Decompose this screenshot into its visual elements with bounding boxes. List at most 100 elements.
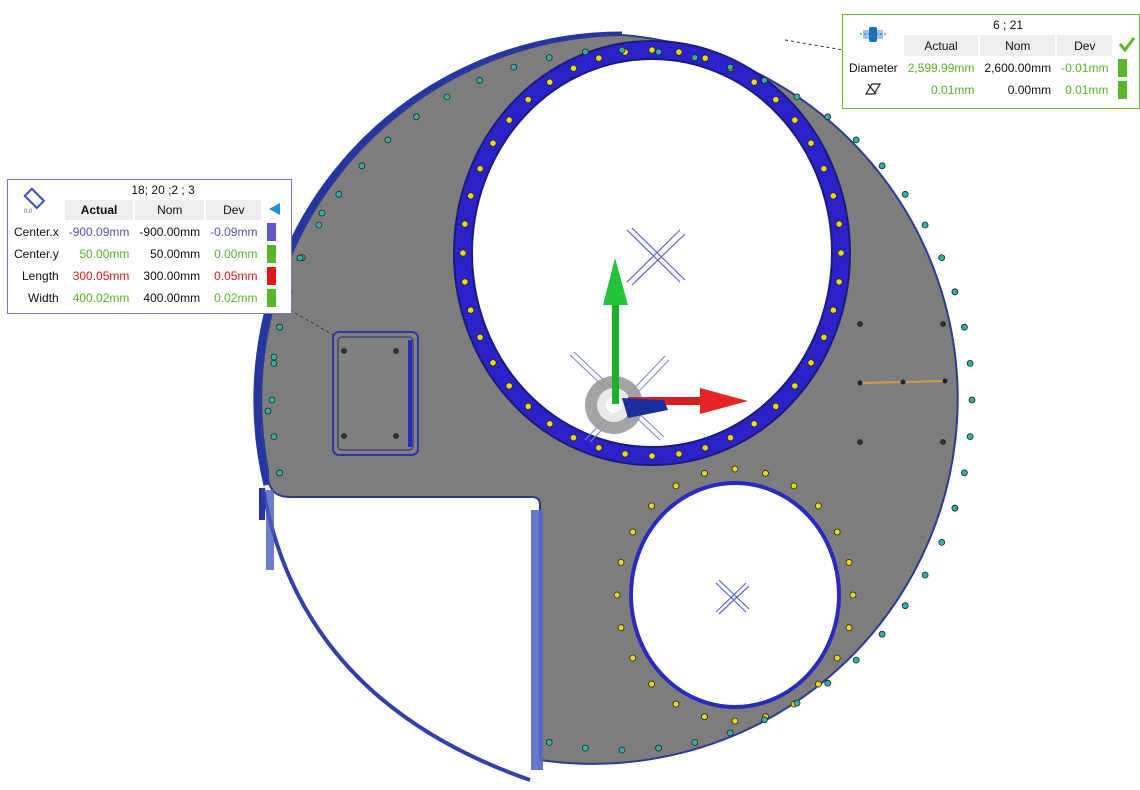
outer-pin bbox=[655, 744, 662, 752]
header-dev: Dev bbox=[1057, 35, 1113, 56]
outer-pin bbox=[270, 433, 278, 441]
row-label: Width bbox=[28, 291, 59, 305]
outer-pin bbox=[951, 504, 959, 512]
flange-bolt bbox=[750, 420, 758, 428]
outer-pin bbox=[966, 359, 974, 367]
status-swatch bbox=[1118, 81, 1128, 99]
actual-value: 50.00mm bbox=[79, 247, 130, 261]
rectangle-feature-id: 18; 20 ;2 ; 3 bbox=[131, 183, 195, 197]
small-bore-bolt bbox=[731, 717, 739, 725]
outer-pin bbox=[691, 739, 699, 746]
flange-bolt bbox=[524, 96, 532, 104]
axis-gizmo[interactable] bbox=[569, 258, 748, 443]
flange-bolt bbox=[829, 306, 837, 314]
flange-bolt bbox=[648, 452, 656, 460]
outer-pin bbox=[296, 254, 304, 262]
small-bore-bolt bbox=[790, 482, 798, 490]
flange-bolt bbox=[595, 444, 603, 452]
flange-bolt bbox=[772, 402, 780, 410]
outer-pin bbox=[824, 679, 832, 687]
flange-bolt bbox=[524, 402, 532, 410]
flange-bolt bbox=[772, 96, 780, 104]
nominal-value: 400.00mm bbox=[143, 291, 201, 305]
outer-pin bbox=[618, 746, 626, 754]
flange-bolt bbox=[467, 192, 475, 200]
collapse-triangle-icon[interactable] bbox=[263, 200, 285, 220]
small-bore-bolt bbox=[701, 713, 708, 721]
flange-bolt bbox=[461, 220, 469, 228]
flange-bolt bbox=[476, 333, 484, 341]
small-bore-bolt-circle bbox=[613, 465, 857, 725]
deviation-value: 0.00mm bbox=[214, 247, 258, 261]
flange-bolt bbox=[595, 54, 603, 62]
small-bore-bolt bbox=[845, 559, 853, 566]
flange-bolt bbox=[505, 382, 513, 390]
small-bore-bolt bbox=[701, 469, 708, 477]
outer-pin bbox=[618, 46, 626, 54]
deviation-value: 0.01mm bbox=[1065, 83, 1109, 97]
flange-bolt bbox=[820, 165, 828, 173]
outer-pin bbox=[384, 136, 392, 144]
small-bore-bolt bbox=[629, 528, 637, 536]
fixture-hole bbox=[857, 321, 863, 327]
fixture-hole bbox=[341, 433, 347, 439]
header-dev: Dev bbox=[206, 200, 262, 220]
flange-bolt bbox=[726, 434, 735, 442]
outer-pin bbox=[691, 54, 699, 61]
outer-pin bbox=[793, 93, 801, 101]
outer-pin bbox=[545, 54, 553, 61]
flange-bolt bbox=[489, 139, 497, 147]
small-bore-bolt bbox=[815, 502, 822, 510]
fixture-hole bbox=[940, 439, 946, 445]
small-bore-bolt bbox=[648, 502, 655, 510]
outer-pin bbox=[966, 433, 974, 441]
fixture-hole bbox=[393, 348, 399, 354]
rectangle-feature-callout[interactable]: 0,0 18; 20 ;2 ; 3 Actual Nom Dev Center.… bbox=[7, 179, 292, 314]
flange-bolt bbox=[648, 46, 656, 54]
edge-measurement-line bbox=[857, 378, 948, 386]
row-label: Center.x bbox=[14, 225, 59, 239]
small-bore-bolt bbox=[845, 624, 853, 631]
outer-pin bbox=[852, 136, 860, 144]
outer-pin bbox=[921, 221, 929, 229]
outer-pin bbox=[335, 190, 343, 198]
outer-pin bbox=[264, 407, 272, 415]
nominal-value: -900.00mm bbox=[139, 225, 201, 239]
misc-pins bbox=[264, 209, 946, 445]
table-row: Center.y 50.00mm 50.00mm 0.00mm bbox=[10, 244, 285, 264]
status-swatch bbox=[1118, 59, 1128, 77]
flange-bolt bbox=[505, 116, 513, 124]
outer-pin bbox=[852, 656, 860, 664]
fixture-hole bbox=[940, 321, 946, 327]
outer-pin bbox=[270, 353, 278, 361]
fixture-hole bbox=[393, 433, 399, 439]
large-bore-flange bbox=[453, 40, 851, 466]
outer-pin bbox=[545, 739, 553, 746]
circle-feature-callout[interactable]: 6 ; 21 Actual Nom Dev Diameter 2,599.99m… bbox=[842, 14, 1140, 109]
small-bore-center-marker bbox=[715, 579, 750, 615]
small-bore-bolt bbox=[833, 654, 841, 662]
small-bore-bolt bbox=[672, 482, 680, 490]
outer-pin bbox=[276, 323, 284, 331]
rectangular-pocket bbox=[332, 331, 419, 456]
outer-pin bbox=[921, 571, 929, 579]
deviation-value: -0.09mm bbox=[210, 225, 258, 239]
outer-pin bbox=[824, 113, 832, 121]
flange-bolt bbox=[835, 278, 843, 286]
outer-pin bbox=[951, 288, 959, 296]
deviation-value: 0.02mm bbox=[214, 291, 258, 305]
flange-bolt bbox=[750, 78, 758, 86]
actual-value: -900.09mm bbox=[68, 225, 130, 239]
table-row: Width 400.02mm 400.00mm 0.02mm bbox=[10, 288, 285, 308]
outer-pin bbox=[726, 729, 734, 737]
flange-bolt bbox=[807, 139, 815, 147]
outer-pin bbox=[961, 469, 968, 477]
flange-bolt bbox=[829, 192, 837, 200]
small-bore-bolt bbox=[731, 465, 739, 473]
flange-bolt bbox=[791, 116, 799, 124]
outer-pin bbox=[318, 209, 326, 217]
flange-bolt bbox=[807, 359, 815, 367]
large-bore-center-marker bbox=[626, 227, 686, 286]
flange-bolt bbox=[621, 450, 629, 458]
